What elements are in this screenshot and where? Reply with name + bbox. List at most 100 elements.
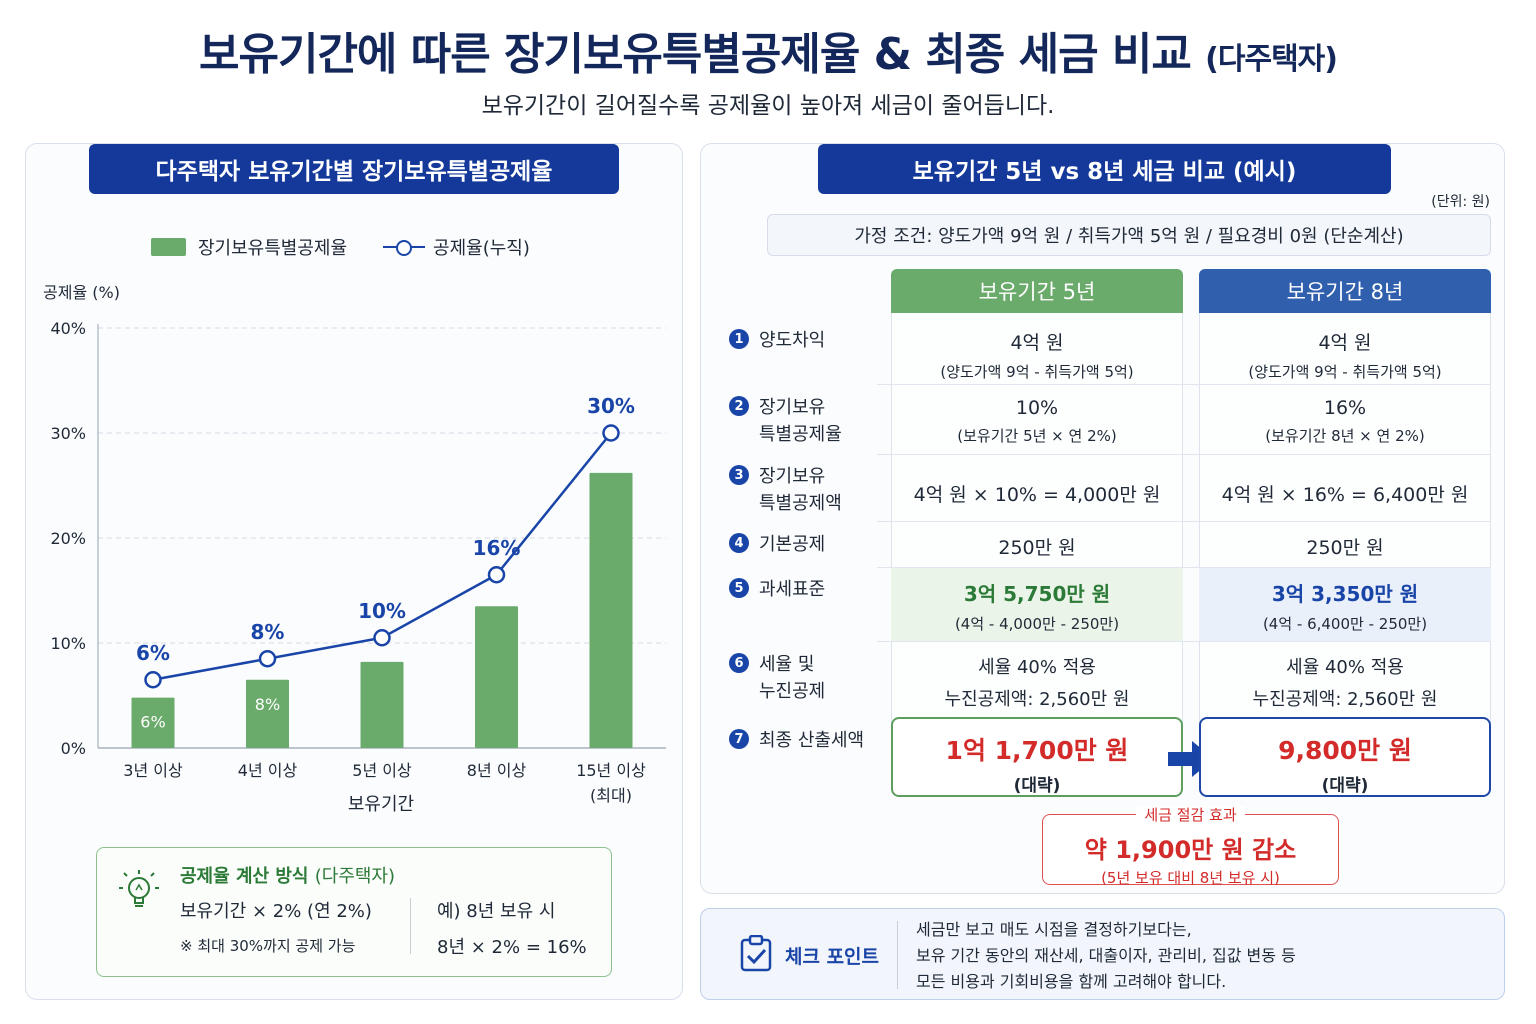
line-value-label: 16% [473, 536, 521, 560]
cell-sub: (보유기간 5년 × 연 2%) [957, 427, 1117, 445]
final-tax-5yr-approx: (대략) [1013, 776, 1061, 796]
check-line: 모든 비용과 기회비용을 함께 고려해야 합니다. [916, 972, 1227, 991]
line-point [487, 566, 506, 584]
final-tax-5yr-box: 1억 1,700만 원 (대략) [891, 717, 1183, 797]
calc-title-sub: (다주택자) [314, 866, 396, 887]
right-panel-header: 보유기간 5년 vs 8년 세금 비교 (예시) [818, 144, 1391, 194]
cell-5yr-taxrate: 세율 40% 적용 누진공제액: 2,560만 원 [891, 653, 1183, 711]
check-line: 세금만 보고 매도 시점을 결정하기보다는, [916, 920, 1192, 939]
tax-comparison-panel: 보유기간 5년 vs 8년 세금 비교 (예시) (단위: 원) 가정 조건: … [700, 143, 1505, 894]
cell-sub: (4억 - 4,000만 - 250만) [954, 615, 1120, 633]
cell-8yr-deduction: 4억 원 × 16% = 6,400만 원 [1199, 480, 1491, 507]
x-tick-label: 3년 이상 [123, 761, 183, 780]
row-label-4: 4 기본공제 [729, 531, 825, 558]
page-subtitle: 보유기간이 길어질수록 공제율이 높아져 세금이 줄어듭니다. [481, 93, 1055, 119]
line-point [258, 650, 277, 668]
cell-main: 16% [1323, 397, 1367, 419]
y-tick-label: 40% [50, 319, 86, 338]
final-tax-8yr-box: 9,800만 원 (대략) [1199, 717, 1491, 797]
bar [589, 472, 633, 748]
x-tick-label: 4년 이상 [238, 761, 298, 780]
cell-sub: (4억 - 6,400만 - 250만) [1262, 615, 1428, 633]
row-number-badge: 1 [729, 329, 749, 349]
cell-8yr-rate: 16% (보유기간 8년 × 연 2%) [1199, 397, 1491, 446]
bar [360, 661, 404, 748]
calc-method-box: 공제율 계산 방식 (다주택자) 보유기간 × 2% (연 2%) ※ 최대 3… [96, 847, 612, 977]
cell-5yr-basic: 250만 원 [891, 533, 1183, 560]
cell-main: 10% [1015, 397, 1059, 419]
col-8yr-header: 보유기간 8년 [1199, 269, 1491, 313]
final-tax-8yr-amount: 9,800만 원 [1278, 736, 1412, 765]
row-label-text: 장기보유 특별공제율 [759, 397, 842, 445]
y-tick-label: 0% [61, 739, 86, 758]
row-label-1: 1 양도차익 [729, 327, 825, 354]
left-panel-header: 다주택자 보유기간별 장기보유특별공제율 [89, 144, 619, 194]
cell-8yr-taxrate: 세율 40% 적용 누진공제액: 2,560만 원 [1199, 653, 1491, 711]
col-5yr-header: 보유기간 5년 [891, 269, 1183, 313]
calc-divider [410, 898, 411, 954]
row-number-badge: 2 [729, 396, 749, 416]
cell-sub: (보유기간 8년 × 연 2%) [1265, 427, 1425, 445]
cell-main: 세율 40% 적용 [978, 657, 1096, 678]
y-tick-label: 10% [50, 634, 86, 653]
y-tick-label: 30% [50, 424, 86, 443]
row-separator [877, 384, 1491, 385]
row-number-badge: 6 [729, 653, 749, 673]
row-separator [877, 641, 1491, 642]
page-title: 보유기간에 따른 장기보유특별공제율 & 최종 세금 비교 (다주택자) [0, 18, 1536, 82]
title-main: 보유기간에 따른 장기보유특별공제율 & 최종 세금 비교 [199, 29, 1192, 80]
cell-sub: 누진공제액: 2,560만 원 [1252, 689, 1438, 710]
x-axis-title: 보유기간 [348, 794, 414, 815]
row-label-text: 과세표준 [759, 579, 826, 600]
legend-bar-label: 장기보유특별공제율 [198, 238, 348, 259]
cell-8yr-taxbase: 3억 3,350만 원 (4억 - 6,400만 - 250만) [1199, 578, 1491, 634]
x-tick-sublabel: (최대) [590, 786, 632, 805]
cell-main: 세율 40% 적용 [1286, 657, 1404, 678]
cell-5yr-deduction: 4억 원 × 10% = 4,000만 원 [891, 480, 1183, 507]
row-number-badge: 3 [729, 465, 749, 485]
final-tax-8yr-approx: (대략) [1321, 776, 1369, 796]
cell-sub: 누진공제액: 2,560만 원 [944, 689, 1130, 710]
tax-base-8yr-highlight [1199, 567, 1491, 641]
check-point-panel: 체크 포인트 세금만 보고 매도 시점을 결정하기보다는, 보유 기간 동안의 … [700, 908, 1505, 1000]
cell-main: 3억 5,750만 원 [963, 582, 1111, 606]
row-label-text: 양도차익 [759, 330, 826, 351]
legend-line-swatch [383, 238, 426, 256]
row-label-2: 2 장기보유 특별공제율 [729, 394, 842, 448]
row-label-3: 3 장기보유 특별공제액 [729, 463, 842, 517]
cell-main: 4억 원 × 16% = 6,400만 원 [1221, 484, 1469, 506]
row-number-badge: 4 [729, 533, 749, 553]
cell-5yr-taxbase: 3억 5,750만 원 (4억 - 4,000만 - 250만) [891, 578, 1183, 634]
line-value-label: 6% [136, 641, 170, 665]
row-separator [877, 521, 1491, 522]
chart-legend: 장기보유특별공제율 공제율(누직) [151, 234, 530, 260]
deduction-chart-panel: 다주택자 보유기간별 장기보유특별공제율 장기보유특별공제율 공제율(누직) 공… [25, 143, 683, 1000]
row-label-text: 기본공제 [759, 534, 826, 555]
row-number-badge: 5 [729, 578, 749, 598]
calc-note: ※ 최대 30%까지 공제 가능 [180, 937, 356, 955]
y-tick-label: 20% [50, 529, 86, 548]
row-label-text: 최종 산출세액 [759, 730, 865, 751]
calc-title-main: 공제율 계산 방식 [180, 866, 309, 887]
cell-main: 3억 3,350만 원 [1271, 582, 1419, 606]
checklist-icon [740, 935, 772, 972]
x-tick-label: 8년 이상 [467, 761, 527, 780]
line-point [144, 671, 162, 689]
x-tick-label: 5년 이상 [352, 761, 412, 780]
cell-main: 4억 원 × 10% = 4,000만 원 [913, 484, 1161, 506]
y-axis-title: 공제율 (%) [43, 283, 120, 302]
savings-label: 세금 절감 효과 [1136, 806, 1245, 824]
tax-base-5yr-highlight [891, 567, 1183, 641]
cell-8yr-basic: 250만 원 [1199, 533, 1491, 560]
calc-title: 공제율 계산 방식 (다주택자) [180, 862, 395, 888]
x-tick-label: 15년 이상 [576, 761, 646, 780]
cell-5yr-rate: 10% (보유기간 5년 × 연 2%) [891, 397, 1183, 446]
row-separator [877, 567, 1491, 568]
unit-label: (단위: 원) [1431, 194, 1490, 210]
bar [475, 606, 518, 748]
row-number-badge: 7 [729, 729, 749, 749]
line-point [602, 424, 620, 442]
check-point-text: 세금만 보고 매도 시점을 결정하기보다는, 보유 기간 동안의 재산세, 대출… [916, 917, 1296, 995]
title-suffix: (다주택자) [1205, 42, 1338, 77]
row-label-6: 6 세율 및 누진공제 [729, 651, 825, 705]
